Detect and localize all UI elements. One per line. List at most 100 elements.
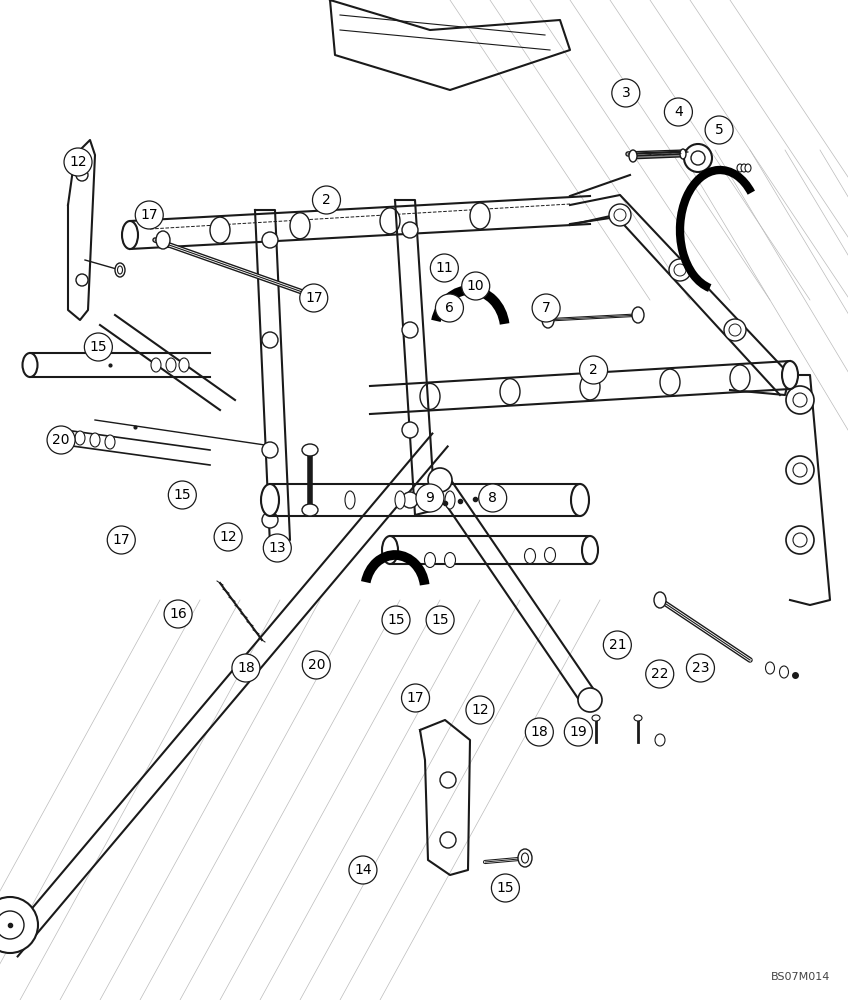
Text: 15: 15 — [388, 613, 404, 627]
Circle shape — [786, 526, 814, 554]
Ellipse shape — [782, 361, 798, 389]
Text: 11: 11 — [436, 261, 453, 275]
Circle shape — [402, 422, 418, 438]
Text: 7: 7 — [542, 301, 550, 315]
Ellipse shape — [382, 536, 398, 564]
Circle shape — [645, 660, 674, 688]
Ellipse shape — [632, 307, 644, 323]
Ellipse shape — [471, 283, 479, 293]
Ellipse shape — [525, 548, 535, 564]
Circle shape — [262, 442, 278, 458]
Circle shape — [564, 718, 593, 746]
Circle shape — [402, 492, 418, 508]
Circle shape — [168, 481, 197, 509]
Ellipse shape — [115, 263, 125, 277]
Circle shape — [525, 718, 554, 746]
Ellipse shape — [582, 536, 598, 564]
Ellipse shape — [629, 150, 637, 162]
Text: 17: 17 — [113, 533, 130, 547]
Circle shape — [729, 324, 741, 336]
Text: 3: 3 — [622, 86, 630, 100]
Circle shape — [349, 856, 377, 884]
Circle shape — [664, 98, 693, 126]
Text: 12: 12 — [220, 530, 237, 544]
Ellipse shape — [446, 270, 454, 280]
Circle shape — [262, 232, 278, 248]
Ellipse shape — [571, 484, 589, 516]
Circle shape — [401, 684, 430, 712]
Text: 17: 17 — [305, 291, 322, 305]
Text: 20: 20 — [308, 658, 325, 672]
Circle shape — [428, 468, 452, 492]
Ellipse shape — [156, 231, 170, 249]
Circle shape — [532, 294, 561, 322]
Ellipse shape — [634, 715, 642, 721]
Circle shape — [135, 201, 164, 229]
Ellipse shape — [580, 374, 600, 400]
Circle shape — [107, 526, 136, 554]
Ellipse shape — [470, 203, 490, 229]
Ellipse shape — [122, 221, 138, 249]
Circle shape — [312, 186, 341, 214]
Text: 2: 2 — [322, 193, 331, 207]
Circle shape — [164, 600, 192, 628]
Circle shape — [440, 772, 456, 788]
Circle shape — [786, 386, 814, 414]
Ellipse shape — [680, 149, 686, 159]
Ellipse shape — [179, 358, 189, 372]
Ellipse shape — [105, 435, 115, 449]
Circle shape — [579, 356, 608, 384]
Circle shape — [440, 832, 456, 848]
Ellipse shape — [542, 312, 554, 328]
Ellipse shape — [518, 849, 532, 867]
Circle shape — [232, 654, 260, 682]
Circle shape — [262, 332, 278, 348]
Ellipse shape — [210, 217, 230, 243]
Circle shape — [402, 222, 418, 238]
Ellipse shape — [75, 431, 85, 445]
Circle shape — [76, 169, 88, 181]
Ellipse shape — [380, 208, 400, 234]
Circle shape — [466, 696, 494, 724]
Ellipse shape — [118, 266, 122, 274]
Ellipse shape — [90, 433, 100, 447]
Text: 20: 20 — [53, 433, 70, 447]
Text: BS07M014: BS07M014 — [771, 972, 830, 982]
Text: 8: 8 — [488, 491, 497, 505]
Text: 12: 12 — [70, 155, 86, 169]
Text: 10: 10 — [467, 279, 484, 293]
Circle shape — [76, 274, 88, 286]
Circle shape — [426, 606, 455, 634]
Circle shape — [84, 333, 113, 361]
Ellipse shape — [654, 592, 666, 608]
Circle shape — [430, 254, 459, 282]
Circle shape — [609, 204, 631, 226]
Ellipse shape — [302, 444, 318, 456]
Circle shape — [578, 688, 602, 712]
Text: 12: 12 — [471, 703, 488, 717]
Text: 13: 13 — [269, 541, 286, 555]
Text: 15: 15 — [90, 340, 107, 354]
Ellipse shape — [445, 491, 455, 509]
Circle shape — [611, 79, 640, 107]
Ellipse shape — [166, 358, 176, 372]
Circle shape — [705, 116, 734, 144]
Circle shape — [786, 456, 814, 484]
Circle shape — [299, 284, 328, 312]
Ellipse shape — [395, 491, 405, 509]
Ellipse shape — [592, 715, 600, 721]
Ellipse shape — [691, 151, 705, 165]
Ellipse shape — [544, 548, 555, 562]
Text: 17: 17 — [141, 208, 158, 222]
Ellipse shape — [290, 213, 310, 239]
Circle shape — [435, 294, 464, 322]
Circle shape — [402, 322, 418, 338]
Circle shape — [686, 654, 715, 682]
Ellipse shape — [766, 662, 774, 674]
Ellipse shape — [420, 383, 440, 409]
Ellipse shape — [151, 358, 161, 372]
Circle shape — [302, 651, 331, 679]
Ellipse shape — [730, 365, 750, 391]
Text: 14: 14 — [354, 863, 371, 877]
Circle shape — [382, 606, 410, 634]
